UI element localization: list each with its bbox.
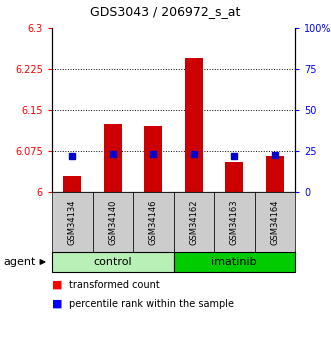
Bar — [185, 58, 203, 192]
Text: GSM34164: GSM34164 — [270, 199, 279, 245]
Bar — [266, 157, 284, 192]
Text: GSM34146: GSM34146 — [149, 199, 158, 245]
Text: GDS3043 / 206972_s_at: GDS3043 / 206972_s_at — [90, 5, 241, 18]
Text: transformed count: transformed count — [69, 280, 159, 290]
Text: GSM34140: GSM34140 — [108, 199, 117, 245]
Text: control: control — [93, 257, 132, 267]
Text: GSM34134: GSM34134 — [68, 199, 77, 245]
Text: ■: ■ — [52, 280, 63, 290]
Text: ■: ■ — [52, 299, 63, 309]
Text: GSM34162: GSM34162 — [189, 199, 198, 245]
Bar — [144, 126, 163, 192]
Text: percentile rank within the sample: percentile rank within the sample — [69, 299, 234, 309]
Bar — [63, 176, 81, 192]
Text: imatinib: imatinib — [212, 257, 257, 267]
Text: GSM34163: GSM34163 — [230, 199, 239, 245]
Text: agent: agent — [3, 257, 36, 267]
Bar — [225, 162, 243, 192]
Bar — [104, 124, 122, 192]
